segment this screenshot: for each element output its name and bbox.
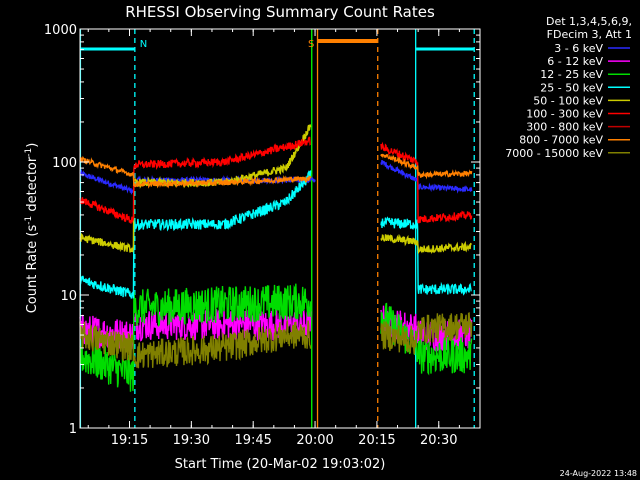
y-tick-label: 100 [52, 156, 77, 171]
legend-label: 100 - 300 keV [526, 108, 603, 121]
x-tick-label: 20:30 [420, 433, 457, 448]
series-line-8-seg-0 [79, 320, 312, 369]
legend-label: 50 - 100 keV [533, 94, 603, 107]
series-line-3-seg-0 [79, 170, 312, 299]
y-tick-label: 10 [60, 289, 77, 304]
series-line-4-seg-1 [380, 233, 473, 255]
legend-label: 3 - 6 keV [554, 42, 603, 55]
series-line-2-seg-1 [380, 302, 473, 376]
y-tick-label: 1000 [44, 23, 77, 38]
legend-header-line-1: Det 1,3,4,5,6,9, [546, 15, 632, 28]
series-line-7-seg-0 [79, 155, 312, 189]
legend-label: 7000 - 15000 keV [505, 147, 603, 160]
legend-label: 6 - 12 keV [547, 55, 603, 68]
series-line-0-seg-1 [380, 159, 473, 194]
x-tick-label: 19:30 [173, 433, 210, 448]
legend: Det 1,3,4,5,6,9, FDecim 3, Att 1 3 - 6 k… [505, 15, 632, 160]
plot-area: N S 19:15 19:30 19:45 20:00 20:15 20:30 1 10 100 10… [44, 23, 481, 448]
y-axis-label: Count Rate (s-1 detector-1) [24, 143, 40, 314]
annotation-s: S [308, 39, 314, 50]
x-tick-label: 20:15 [358, 433, 395, 448]
series-line-3-seg-1 [380, 216, 472, 296]
annotation-n: N [140, 39, 147, 50]
legend-header-line-2: FDecim 3, Att 1 [547, 28, 632, 41]
series-line-5-seg-1 [380, 141, 473, 224]
legend-label: 300 - 800 keV [526, 121, 603, 134]
x-tick-label: 19:15 [111, 433, 148, 448]
legend-label: 12 - 25 keV [540, 68, 603, 81]
series-line-2-seg-0 [79, 283, 312, 392]
series-line-7-seg-1 [380, 153, 473, 180]
legend-label: 25 - 50 keV [540, 81, 603, 94]
plot-frame [79, 28, 481, 429]
series-line-5-seg-0 [79, 136, 312, 224]
x-axis-label: Start Time (20-Mar-02 19:03:02) [175, 457, 386, 472]
x-tick-label: 19:45 [234, 433, 271, 448]
series-line-8-seg-1 [380, 312, 473, 355]
series-line-4-seg-0 [79, 124, 312, 253]
timestamp: 24-Aug-2022 13:48 [560, 469, 637, 478]
legend-label: 800 - 7000 keV [519, 134, 603, 147]
x-tick-label: 20:00 [296, 433, 333, 448]
chart-title: RHESSI Observing Summary Count Rates [125, 3, 435, 21]
y-tick-label: 1 [69, 422, 77, 437]
